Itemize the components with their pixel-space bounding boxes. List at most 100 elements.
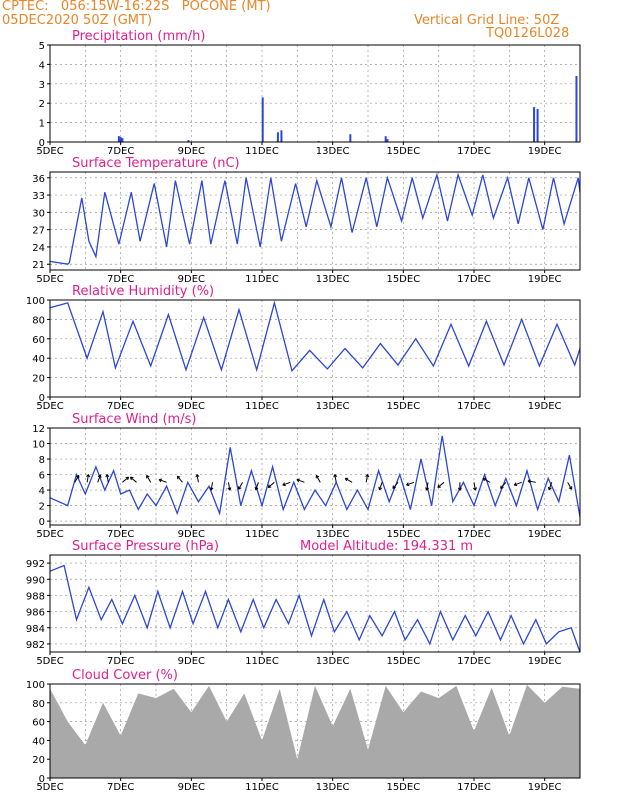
x-tick-label: 19DEC — [528, 401, 562, 412]
x-tick-label: 5DEC — [36, 782, 63, 793]
y-tick-label: 8 — [39, 455, 45, 466]
panel-frame — [49, 683, 581, 779]
wind-arrow — [315, 475, 321, 483]
y-tick-label: 20 — [32, 374, 45, 385]
x-tick-label: 17DEC — [457, 146, 491, 157]
y-tick-label: 992 — [26, 559, 45, 570]
x-tick-label: 7DEC — [107, 529, 134, 540]
y-tick-label: 990 — [26, 575, 45, 586]
y-tick-label: 4 — [39, 486, 45, 497]
x-tick-label: 13DEC — [316, 529, 350, 540]
panel-title: Surface Wind (m/s) — [72, 412, 196, 427]
wind-arrow — [86, 474, 89, 483]
y-tick-label: 40 — [32, 354, 45, 365]
wind-arrow — [255, 482, 259, 491]
wind-arrow-head — [227, 487, 231, 491]
x-tick-label: 19DEC — [528, 529, 562, 540]
x-tick-label: 9DEC — [178, 656, 205, 667]
wind-arrow — [378, 482, 383, 491]
panel-title: Cloud Cover (%) — [72, 668, 178, 683]
wind-arrow-head — [267, 484, 270, 488]
precipitation-bar — [280, 130, 283, 142]
x-tick-label: 13DEC — [316, 782, 350, 793]
x-tick-label: 9DEC — [178, 401, 205, 412]
x-tick-label: 9DEC — [178, 146, 205, 157]
panel-frame — [49, 299, 581, 398]
y-tick-label: 3 — [39, 80, 45, 91]
wind-arrow-head — [127, 477, 130, 481]
header-model-code: TQ0126L028 — [486, 26, 570, 41]
y-tick-label: 24 — [32, 243, 45, 254]
model-altitude: Model Altitude: 194.331 m — [300, 539, 473, 554]
precipitation-bar — [117, 136, 120, 142]
wind-arrow — [548, 482, 553, 491]
x-tick-label: 13DEC — [316, 401, 350, 412]
panel-title: Surface Temperature (nC) — [72, 156, 240, 171]
y-tick-label: 4 — [39, 60, 45, 71]
wind-arrow — [426, 482, 429, 491]
wind-arrow-head — [527, 479, 531, 482]
wind-arrow-head — [106, 474, 110, 478]
y-tick-label: 0 — [39, 393, 45, 404]
wind-arrow — [238, 482, 243, 490]
wind-arrow — [97, 474, 101, 483]
wind-arrow — [210, 482, 214, 491]
y-tick-label: 60 — [32, 718, 45, 729]
precipitation-bar — [119, 137, 122, 142]
wind-arrow-head — [406, 482, 409, 486]
x-tick-label: 11DEC — [245, 146, 279, 157]
panel-frame — [49, 44, 581, 143]
x-tick-label: 5DEC — [36, 146, 63, 157]
x-tick-label: 19DEC — [528, 782, 562, 793]
precipitation-bar — [261, 97, 264, 142]
y-tick-label: 986 — [26, 608, 45, 619]
y-tick-label: 36 — [32, 174, 45, 185]
x-tick-label: 11DEC — [245, 401, 279, 412]
precipitation-bar — [575, 76, 578, 142]
precipitation-bar — [533, 107, 536, 142]
y-tick-label: 100 — [26, 680, 45, 691]
wind-arrow-head — [425, 487, 428, 491]
y-tick-label: 80 — [32, 315, 45, 326]
panel-frame — [49, 171, 581, 271]
panel-title: Relative Humidity (%) — [72, 284, 214, 299]
wind-arrow — [296, 479, 305, 483]
wind-arrow — [392, 481, 399, 489]
panel-frame — [49, 554, 581, 653]
header-date: 05DEC2020 50Z (GMT) — [2, 13, 153, 28]
wind-arrow — [527, 480, 536, 483]
y-tick-label: 0 — [39, 138, 45, 149]
x-tick-label: 11DEC — [245, 782, 279, 793]
wind-arrow-head — [99, 474, 102, 478]
wind-arrow-head — [146, 474, 150, 478]
y-tick-label: 982 — [26, 640, 45, 651]
wind-arrow-head — [209, 487, 212, 491]
wind-arrow — [122, 476, 129, 483]
x-tick-label: 5DEC — [36, 274, 63, 285]
y-tick-label: 2 — [39, 99, 45, 110]
x-tick-label: 17DEC — [457, 274, 491, 285]
y-tick-label: 2 — [39, 502, 45, 513]
x-tick-label: 5DEC — [36, 529, 63, 540]
panel-title: Surface Pressure (hPa) — [72, 539, 219, 554]
x-tick-label: 7DEC — [107, 146, 134, 157]
wind-arrow — [146, 475, 152, 483]
x-tick-label: 7DEC — [107, 401, 134, 412]
wind-arrow — [567, 482, 573, 490]
wind-arrow-head — [334, 474, 338, 478]
wind-arrow-head — [88, 474, 91, 478]
precipitation-bar — [349, 134, 352, 142]
x-tick-label: 15DEC — [386, 782, 420, 793]
precipitation-bar — [187, 140, 190, 142]
wind-arrow — [176, 475, 183, 483]
x-tick-label: 15DEC — [386, 529, 420, 540]
precipitation-bar — [384, 136, 387, 142]
x-tick-label: 17DEC — [457, 529, 491, 540]
x-tick-label: 17DEC — [457, 782, 491, 793]
wind-arrow — [500, 481, 507, 489]
x-tick-label: 15DEC — [386, 146, 420, 157]
header-station: CPTEC: 056:15W-16:22S POCONE (MT) — [2, 0, 271, 14]
y-tick-label: 988 — [26, 591, 45, 602]
header-grid-info: Vertical Grid Line: 50Z — [414, 13, 560, 28]
